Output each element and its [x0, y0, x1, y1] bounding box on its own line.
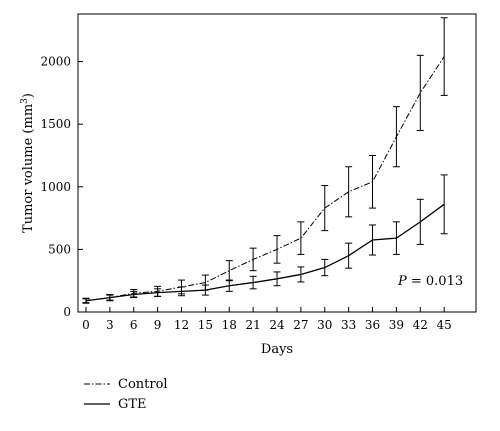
x-tick-label: 0	[82, 318, 90, 332]
x-tick-label: 3	[106, 318, 114, 332]
x-tick-label: 36	[365, 318, 380, 332]
y-tick-label: 2000	[40, 55, 71, 69]
legend-gte-label: GTE	[118, 397, 147, 412]
x-tick-label: 9	[154, 318, 162, 332]
plot-frame	[77, 13, 477, 313]
y-tick-label: 1000	[40, 180, 71, 194]
x-tick-label: 33	[341, 318, 356, 332]
series-layer	[82, 17, 448, 304]
series-gte-line	[85, 203, 445, 302]
legend-control-label: Control	[118, 377, 168, 392]
x-tick-label: 39	[389, 318, 404, 332]
y-tick-label: 0	[63, 305, 71, 319]
y-tick-label: 1500	[40, 117, 71, 131]
y-tick-label: 500	[48, 242, 71, 256]
x-tick-label: 21	[245, 318, 260, 332]
x-tick-label: 24	[269, 318, 285, 332]
x-tick-label: 45	[437, 318, 452, 332]
x-axis-label: Days	[261, 342, 293, 357]
p-value-annotation: P = 0.013	[397, 274, 463, 289]
y-axis-label-superscript: 3	[20, 98, 30, 104]
x-tick-label: 6	[130, 318, 138, 332]
x-tick-label: 30	[317, 318, 332, 332]
x-tick-label: 27	[293, 318, 308, 332]
y-axis-label: Tumor volume (mm3)	[20, 93, 36, 233]
x-axis-ticks: 0 3 6 9 12 15 18 21 24 27 30 33 36 39 42 45	[82, 307, 452, 332]
x-tick-label: 42	[413, 318, 428, 332]
y-axis-ticks: 0 500 1000 1500 2000	[40, 55, 83, 319]
x-tick-label: 18	[222, 318, 237, 332]
x-tick-label: 12	[174, 318, 189, 332]
x-tick-label: 15	[198, 318, 213, 332]
legend: Control GTE	[84, 377, 168, 412]
series-control-line	[85, 56, 445, 302]
